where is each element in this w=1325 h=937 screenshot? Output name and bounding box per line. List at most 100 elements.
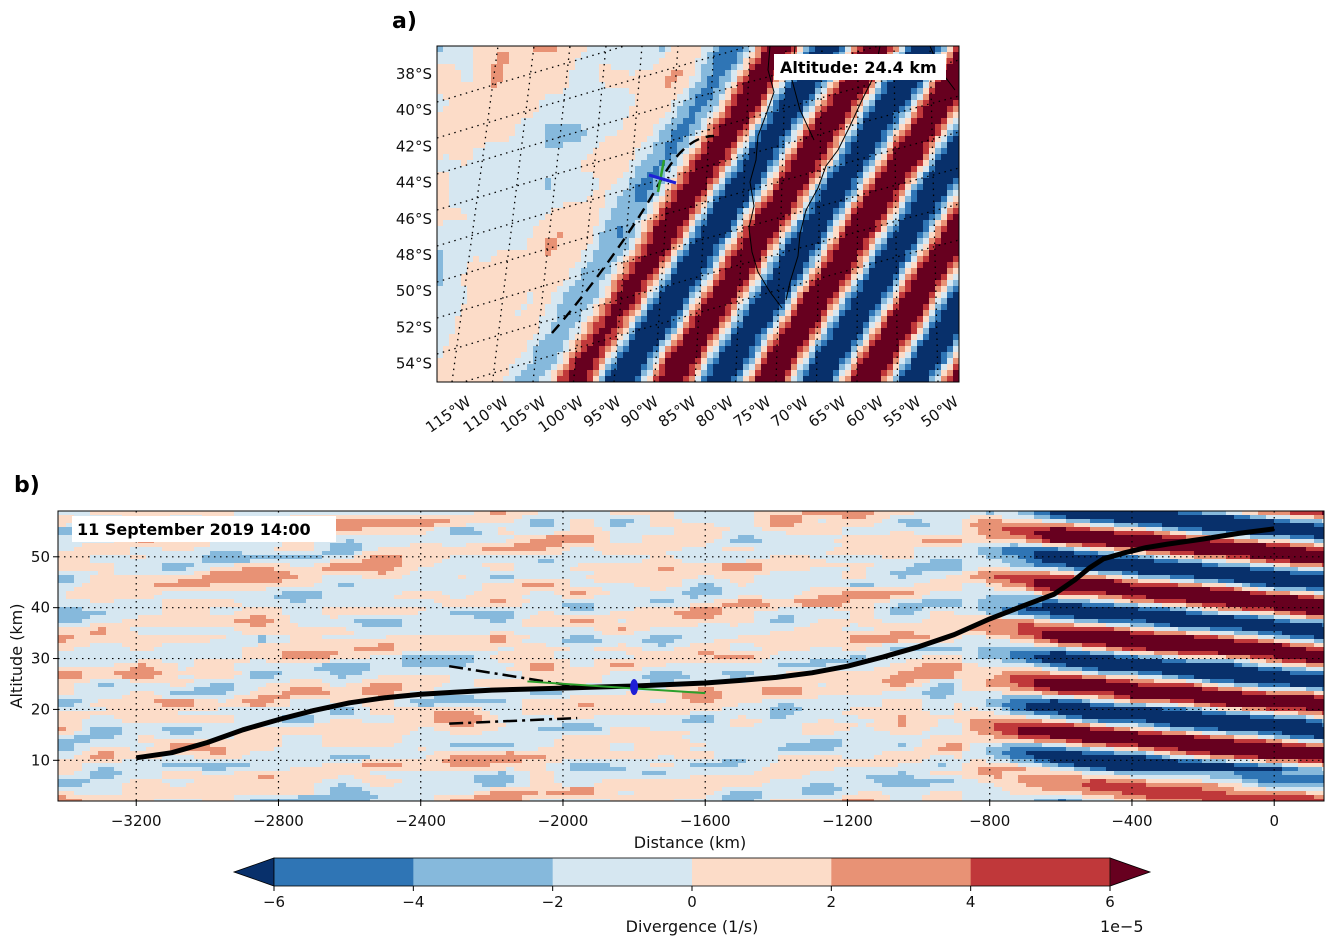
map-cell bbox=[695, 160, 702, 167]
map-cell bbox=[443, 124, 450, 131]
map-cell bbox=[773, 112, 780, 119]
map-cell bbox=[917, 190, 924, 197]
map-cell bbox=[473, 214, 480, 221]
map-cell bbox=[941, 238, 948, 245]
section-cell bbox=[330, 511, 339, 516]
map-cell bbox=[935, 364, 942, 371]
map-cell bbox=[569, 298, 576, 305]
map-cell bbox=[935, 178, 942, 185]
map-cell bbox=[593, 136, 600, 143]
map-cell bbox=[755, 256, 762, 263]
map-cell bbox=[803, 310, 810, 317]
map-cell bbox=[635, 232, 642, 239]
map-cell bbox=[689, 76, 696, 83]
map-cell bbox=[617, 322, 624, 329]
map-cell bbox=[923, 340, 930, 347]
map-cell bbox=[911, 196, 918, 203]
map-cell bbox=[953, 262, 959, 269]
map-cell bbox=[641, 340, 648, 347]
map-cell bbox=[575, 352, 582, 359]
map-cell bbox=[917, 88, 924, 95]
map-cell bbox=[683, 142, 690, 149]
map-cell bbox=[533, 352, 540, 359]
map-cell bbox=[515, 244, 522, 251]
map-cell bbox=[815, 304, 822, 311]
section-cell bbox=[514, 511, 523, 516]
map-cell bbox=[593, 274, 600, 281]
map-cell bbox=[743, 346, 750, 353]
map-cell bbox=[641, 262, 648, 269]
map-cell bbox=[491, 316, 498, 323]
map-cell bbox=[683, 268, 690, 275]
map-cell bbox=[701, 178, 708, 185]
map-cell bbox=[539, 340, 546, 347]
map-cell bbox=[539, 250, 546, 257]
map-cell bbox=[767, 172, 774, 179]
map-cell bbox=[953, 208, 959, 215]
map-cell bbox=[923, 46, 930, 53]
map-cell bbox=[527, 298, 534, 305]
map-cell bbox=[821, 280, 828, 287]
map-cell bbox=[611, 88, 618, 95]
map-cell bbox=[905, 250, 912, 257]
map-cell bbox=[761, 244, 768, 251]
map-cell bbox=[749, 100, 756, 107]
map-cell bbox=[785, 184, 792, 191]
longitude-line bbox=[491, 46, 535, 382]
map-cell bbox=[863, 172, 870, 179]
map-cell bbox=[869, 178, 876, 185]
map-cell bbox=[527, 112, 534, 119]
map-cell bbox=[947, 352, 954, 359]
map-cell bbox=[731, 304, 738, 311]
map-cell bbox=[605, 64, 612, 71]
map-cell bbox=[443, 250, 450, 257]
map-cell bbox=[611, 52, 618, 59]
map-cell bbox=[791, 196, 798, 203]
map-cell bbox=[503, 376, 510, 382]
map-cell bbox=[629, 136, 636, 143]
map-cell bbox=[695, 280, 702, 287]
map-cell bbox=[677, 226, 684, 233]
map-cell bbox=[467, 304, 474, 311]
map-cell bbox=[695, 226, 702, 233]
map-cell bbox=[743, 244, 750, 251]
map-cell bbox=[725, 310, 732, 317]
map-cell bbox=[647, 178, 654, 185]
map-cell bbox=[587, 304, 594, 311]
map-cell bbox=[917, 298, 924, 305]
map-cell bbox=[647, 70, 654, 77]
map-cell bbox=[917, 262, 924, 269]
map-cell bbox=[467, 298, 474, 305]
map-cell bbox=[593, 316, 600, 323]
map-cell bbox=[845, 184, 852, 191]
map-cell bbox=[587, 376, 594, 382]
map-cell bbox=[941, 178, 948, 185]
map-cell bbox=[515, 100, 522, 107]
map-cell bbox=[533, 208, 540, 215]
map-cell bbox=[845, 160, 852, 167]
map-cell bbox=[575, 124, 582, 131]
map-cell bbox=[485, 208, 492, 215]
map-cell bbox=[491, 106, 498, 113]
map-cell bbox=[851, 340, 858, 347]
map-cell bbox=[665, 316, 672, 323]
map-cell bbox=[611, 238, 618, 245]
map-cell bbox=[929, 334, 936, 341]
map-cell bbox=[845, 166, 852, 173]
map-cell bbox=[467, 166, 474, 173]
map-cell bbox=[863, 352, 870, 359]
map-cell bbox=[437, 142, 444, 149]
map-cell bbox=[545, 286, 552, 293]
map-cell bbox=[629, 148, 636, 155]
map-cell bbox=[899, 46, 906, 53]
map-cell bbox=[569, 106, 576, 113]
map-cell bbox=[575, 148, 582, 155]
map-cell bbox=[521, 322, 528, 329]
map-cell bbox=[845, 196, 852, 203]
map-cell bbox=[461, 100, 468, 107]
map-cell bbox=[857, 82, 864, 89]
map-cell bbox=[563, 280, 570, 287]
map-cell bbox=[485, 100, 492, 107]
map-cell bbox=[707, 160, 714, 167]
map-cell bbox=[911, 298, 918, 305]
